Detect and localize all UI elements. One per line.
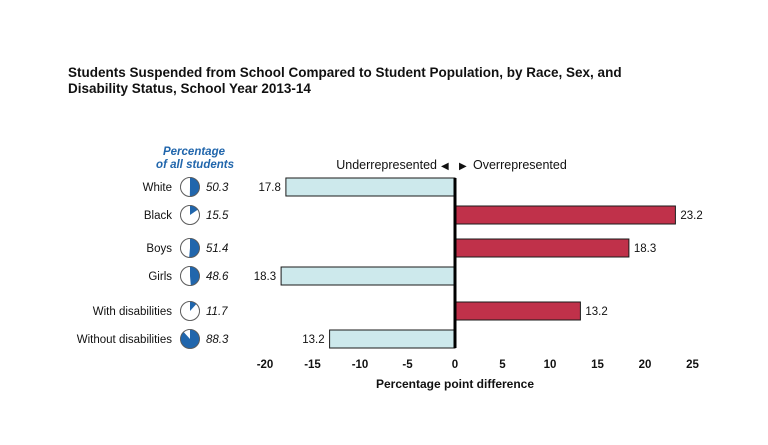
chart-title-line-2: Disability Status, School Year 2013-14 xyxy=(68,81,311,96)
x-tick-label: -20 xyxy=(257,359,274,371)
pie-white xyxy=(180,177,200,197)
percentage-header-line-1: Percentage xyxy=(163,146,226,158)
x-tick-label: -5 xyxy=(402,359,413,371)
pie-outline xyxy=(180,329,200,349)
pie-slice xyxy=(189,177,200,197)
pie-slice xyxy=(190,266,200,286)
x-tick-label: 5 xyxy=(499,359,506,371)
pie-outline xyxy=(180,177,200,197)
x-tick-label: 10 xyxy=(544,359,557,371)
value-label-with-disabilities: 13.2 xyxy=(585,306,607,318)
value-label-girls: 18.3 xyxy=(254,271,276,283)
x-axis-label: Percentage point difference xyxy=(376,377,534,391)
bar-boys xyxy=(454,238,630,258)
x-tick-label: 25 xyxy=(686,359,699,371)
pie-boys xyxy=(180,238,200,258)
left-arrow-icon: ◀ xyxy=(441,161,449,172)
share-label-white: 50.3 xyxy=(206,182,229,194)
pie-without-disabilities xyxy=(180,329,200,349)
x-tick-label: 0 xyxy=(452,359,458,371)
row-label-black: Black xyxy=(144,210,172,222)
row-label-white: White xyxy=(143,182,172,194)
x-axis: -20 -15 -10 -5 0 5 10 15 20 25 xyxy=(257,178,699,371)
x-tick-label: 15 xyxy=(591,359,604,371)
x-tick-label: 20 xyxy=(639,359,652,371)
x-tick-label: -10 xyxy=(352,359,369,371)
right-arrow-icon: ▶ xyxy=(459,161,467,172)
value-label-white: 17.8 xyxy=(259,182,281,194)
row-label-without-disabilities: Without disabilities xyxy=(77,334,172,346)
pie-black xyxy=(180,205,200,225)
chart-bars: 17.8 23.2 18.3 18.3 13.2 13.2 xyxy=(254,177,703,349)
share-label-girls: 48.6 xyxy=(206,271,229,283)
chart-rows: White 50.3 Black 15.5 Boys 51.4 Girls 48.6 With … xyxy=(77,177,229,349)
percentage-header-line-2: of all students xyxy=(156,159,234,171)
value-label-boys: 18.3 xyxy=(634,243,656,255)
chart-title-line-1: Students Suspended from School Compared … xyxy=(68,65,622,80)
share-label-boys: 51.4 xyxy=(206,243,228,255)
value-label-without-disabilities: 13.2 xyxy=(302,334,324,346)
bar-white xyxy=(285,177,456,197)
pie-outline xyxy=(180,238,200,258)
bar-girls xyxy=(280,266,456,286)
share-label-with-disabilities: 11.7 xyxy=(206,306,228,318)
pie-slice xyxy=(190,301,197,311)
row-label-boys: Boys xyxy=(146,243,172,255)
pie-outline xyxy=(180,205,200,225)
row-label-girls: Girls xyxy=(148,271,172,283)
pie-outline xyxy=(180,266,200,286)
bar-with-disabilities xyxy=(454,301,581,321)
bar-without-disabilities xyxy=(329,329,456,349)
x-tick-label: -15 xyxy=(304,359,321,371)
pie-with-disabilities xyxy=(180,301,200,321)
pie-slice xyxy=(180,329,200,349)
value-label-black: 23.2 xyxy=(680,210,702,222)
pie-slice xyxy=(189,238,200,258)
overrepresented-label: Overrepresented xyxy=(473,158,567,172)
pie-girls xyxy=(180,266,200,286)
underrepresented-label: Underrepresented xyxy=(336,158,437,172)
bar-black xyxy=(454,205,676,225)
share-label-without-disabilities: 88.3 xyxy=(206,334,229,346)
pie-outline xyxy=(180,301,200,321)
share-label-black: 15.5 xyxy=(206,210,229,222)
row-label-with-disabilities: With disabilities xyxy=(93,306,172,318)
